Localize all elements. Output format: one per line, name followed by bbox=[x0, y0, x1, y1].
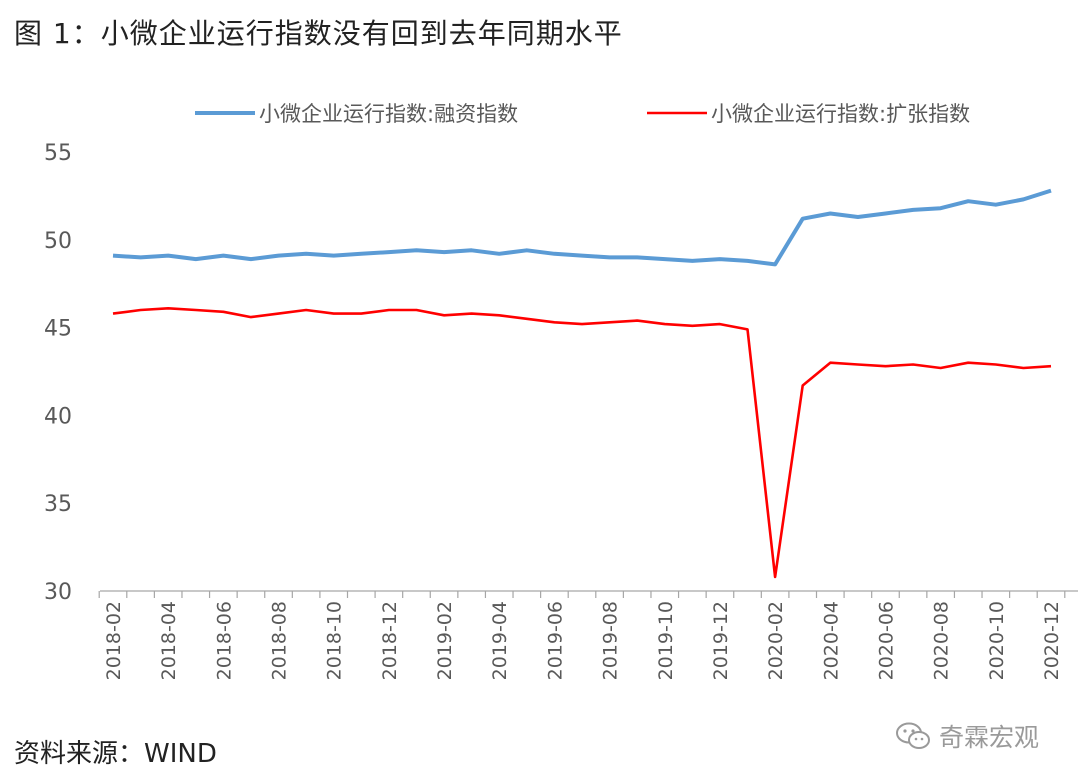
x-tick-label: 2019-12 bbox=[710, 601, 732, 680]
figure-title: 图 1：小微企业运行指数没有回到去年同期水平 bbox=[14, 17, 623, 50]
x-tick-label: 2018-06 bbox=[213, 601, 235, 680]
y-axis-ticks: 30 35 40 45 50 55 bbox=[44, 141, 72, 605]
series-line-1 bbox=[112, 188, 1052, 267]
legend-label-2: 小微企业运行指数:扩张指数 bbox=[711, 102, 970, 126]
chart-series bbox=[112, 188, 1052, 579]
y-tick-label: 30 bbox=[44, 580, 72, 605]
wechat-icon bbox=[896, 722, 930, 749]
x-tick-label: 2019-08 bbox=[600, 601, 622, 680]
y-tick-label: 50 bbox=[44, 229, 72, 254]
y-tick-label: 35 bbox=[44, 492, 72, 517]
x-tick-label: 2020-06 bbox=[875, 601, 897, 680]
chart-legend: 小微企业运行指数:融资指数 小微企业运行指数:扩张指数 bbox=[195, 102, 970, 126]
x-axis bbox=[98, 590, 1078, 598]
x-tick-label: 2018-02 bbox=[103, 601, 125, 680]
x-axis-ticks: 2018-02 2018-04 2018-06 2018-08 2018-10 2018-… bbox=[103, 601, 1063, 680]
y-tick-label: 55 bbox=[44, 141, 72, 166]
x-tick-label: 2020-10 bbox=[986, 601, 1008, 680]
x-tick-label: 2018-10 bbox=[324, 601, 346, 680]
y-tick-label: 45 bbox=[44, 317, 72, 342]
x-tick-label: 2019-10 bbox=[655, 601, 677, 680]
x-tick-label: 2019-02 bbox=[434, 601, 456, 680]
x-tick-label: 2018-04 bbox=[158, 601, 180, 680]
x-tick-label: 2020-02 bbox=[765, 601, 787, 680]
x-tick-label: 2020-12 bbox=[1041, 601, 1063, 680]
x-tick-label: 2019-06 bbox=[544, 601, 566, 680]
series-line-2 bbox=[112, 306, 1052, 579]
x-tick-label: 2020-04 bbox=[820, 601, 842, 680]
y-tick-label: 40 bbox=[44, 404, 72, 429]
watermark: 奇霖宏观 bbox=[895, 718, 1039, 754]
x-tick-label: 2020-08 bbox=[931, 601, 953, 680]
source-note: 资料来源：WIND bbox=[14, 739, 217, 769]
x-tick-label: 2018-08 bbox=[269, 601, 291, 680]
legend-label-1: 小微企业运行指数:融资指数 bbox=[259, 102, 518, 126]
watermark-text: 奇霖宏观 bbox=[939, 723, 1040, 752]
x-tick-label: 2019-04 bbox=[489, 601, 511, 680]
x-tick-label: 2018-12 bbox=[379, 601, 401, 680]
